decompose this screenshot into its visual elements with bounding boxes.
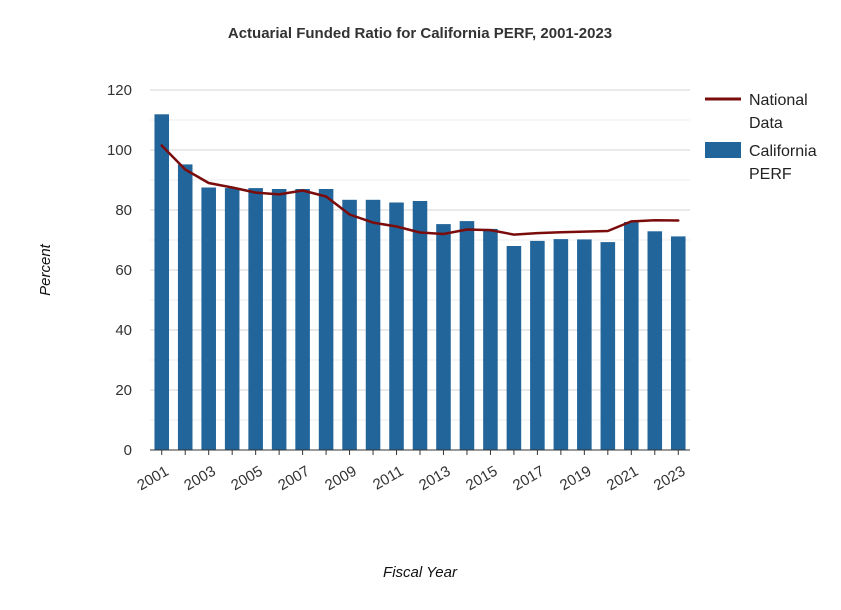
bar-2015: [483, 228, 498, 450]
x-axis: 2001 2003 2005 2007 2009 2011 2013 2015 2017 2019…: [134, 449, 690, 494]
bar-2009: [342, 199, 357, 450]
bar-2017: [530, 240, 545, 450]
y-tick-label-40: 40: [115, 322, 132, 339]
bar-2012: [412, 201, 428, 450]
national-data-line: [160, 144, 680, 236]
bar-2019: [577, 239, 592, 450]
y-tick-label-80: 80: [115, 202, 132, 219]
legend: National Data California PERF: [705, 92, 817, 183]
bar-2014: [459, 221, 475, 450]
x-axis-label: Fiscal Year: [383, 564, 458, 581]
bar-2018: [553, 239, 569, 450]
bar-2022: [647, 231, 663, 450]
bar-2003: [201, 187, 216, 450]
bar-2016: [506, 246, 522, 450]
x-tick-label-2005: 2005: [228, 463, 265, 494]
bar-2013: [436, 224, 451, 450]
bar-series: [154, 114, 686, 451]
bar-2023: [670, 236, 686, 450]
legend-bar-swatch: [705, 142, 741, 158]
x-tick-label-2007: 2007: [275, 463, 312, 494]
legend-label-national-line2[interactable]: Data: [749, 115, 783, 132]
x-tick-label-2013: 2013: [416, 463, 453, 494]
bar-2007: [295, 189, 310, 450]
y-tick-label-120: 120: [107, 82, 132, 99]
legend-label-perf-line1[interactable]: California: [749, 143, 817, 160]
bar-2010: [365, 199, 381, 450]
x-tick-label-2019: 2019: [557, 463, 594, 494]
y-axis: 0 20 40 60 80 100 120: [107, 82, 132, 459]
bar-2001: [154, 114, 170, 451]
x-tick-label-2015: 2015: [463, 463, 500, 494]
y-tick-label-60: 60: [115, 262, 132, 279]
chart-title: Actuarial Funded Ratio for California PE…: [228, 25, 612, 42]
bar-2021: [624, 222, 639, 450]
x-tick-label-2023: 2023: [651, 463, 688, 494]
x-tick-label-2021: 2021: [604, 463, 641, 494]
y-tick-label-100: 100: [107, 142, 132, 159]
x-tick-label-2017: 2017: [510, 463, 547, 494]
line-series: [160, 144, 680, 236]
legend-label-perf-line2[interactable]: PERF: [749, 166, 792, 183]
x-tick-label-2011: 2011: [370, 463, 406, 494]
bar-2002: [177, 164, 193, 450]
bar-2005: [248, 188, 263, 450]
bar-2020: [600, 242, 616, 450]
bar-2011: [389, 202, 404, 450]
x-tick-label-2009: 2009: [322, 463, 359, 494]
bar-2006: [271, 189, 287, 450]
bar-2008: [318, 189, 334, 450]
x-tick-label-2001: 2001: [134, 463, 171, 494]
y-axis-label: Percent: [37, 243, 54, 296]
y-tick-label-20: 20: [115, 382, 132, 399]
legend-label-national-line1[interactable]: National: [749, 92, 808, 109]
y-tick-label-0: 0: [124, 442, 132, 459]
bar-2004: [224, 188, 240, 450]
x-tick-label-2003: 2003: [181, 463, 218, 494]
